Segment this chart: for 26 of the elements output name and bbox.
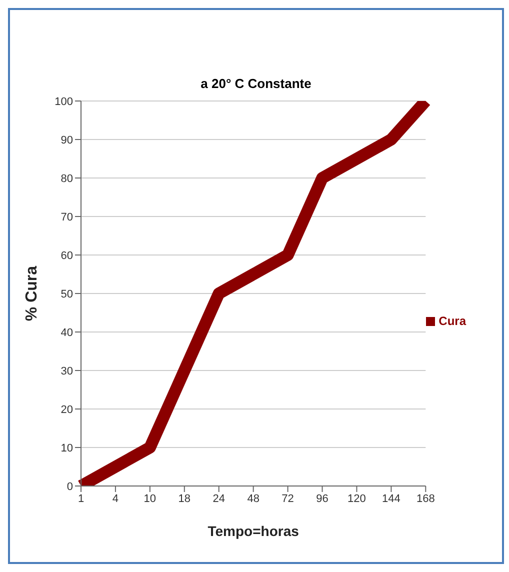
y-tick-label: 90 <box>60 134 73 146</box>
y-tick-label: 10 <box>60 442 73 454</box>
y-axis-title: % Cura <box>24 266 41 322</box>
x-tick-label: 72 <box>282 492 294 505</box>
x-tick-label: 10 <box>144 492 156 505</box>
x-tick-label: 1 <box>78 492 84 505</box>
y-tick-label: 50 <box>60 288 73 300</box>
y-tick-label: 0 <box>66 480 73 493</box>
x-tick-label: 4 <box>112 492 119 505</box>
x-axis-title: Tempo=horas <box>208 523 300 539</box>
x-tick-label: 120 <box>348 492 366 505</box>
x-tick-label: 24 <box>212 492 225 505</box>
y-tick-label: 100 <box>54 96 73 108</box>
y-tick-label: 80 <box>60 172 73 185</box>
x-tick-label: 96 <box>316 492 328 505</box>
x-tick-label: 168 <box>416 492 435 505</box>
y-tick-label: 70 <box>60 211 73 224</box>
x-tick-label: 48 <box>247 492 260 505</box>
chart-title: a 20° C Constante <box>200 76 312 91</box>
y-tick-label: 40 <box>60 326 73 339</box>
x-tick-label: 144 <box>382 492 400 505</box>
y-tick-label: 60 <box>60 250 73 262</box>
legend-label: Cura <box>438 314 466 328</box>
y-tick-label: 30 <box>60 365 73 378</box>
y-tick-label: 20 <box>60 404 73 416</box>
x-tick-label: 18 <box>178 492 191 505</box>
